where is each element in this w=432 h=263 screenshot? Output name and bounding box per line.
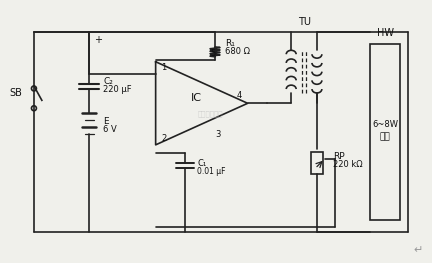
Text: IC: IC — [191, 93, 202, 103]
Text: 灯管: 灯管 — [380, 133, 391, 141]
Text: 6 V: 6 V — [103, 124, 117, 134]
Text: ↵: ↵ — [413, 245, 422, 255]
Bar — [370, 44, 400, 220]
Text: HW: HW — [377, 28, 394, 38]
Text: 6~8W: 6~8W — [372, 120, 398, 129]
Text: C₂: C₂ — [103, 77, 113, 86]
Text: C₁: C₁ — [197, 159, 206, 168]
Text: RP: RP — [333, 152, 344, 161]
Bar — [311, 152, 323, 174]
Text: TU: TU — [298, 17, 311, 27]
Text: 680 Ω: 680 Ω — [225, 47, 250, 56]
Text: 220 kΩ: 220 kΩ — [333, 160, 362, 169]
Text: 5: 5 — [210, 49, 216, 58]
Text: 电子爱好者网: 电子爱好者网 — [197, 110, 223, 117]
Text: 4: 4 — [237, 91, 242, 100]
Text: 1: 1 — [162, 63, 167, 72]
Text: 3: 3 — [215, 130, 221, 139]
Text: +: + — [94, 35, 102, 45]
Text: 0.01 μF: 0.01 μF — [197, 167, 226, 176]
Text: SB: SB — [9, 88, 22, 98]
Text: 2: 2 — [162, 134, 167, 143]
Text: R₁: R₁ — [225, 39, 235, 48]
Text: E: E — [103, 117, 109, 126]
Text: 220 μF: 220 μF — [103, 85, 132, 94]
